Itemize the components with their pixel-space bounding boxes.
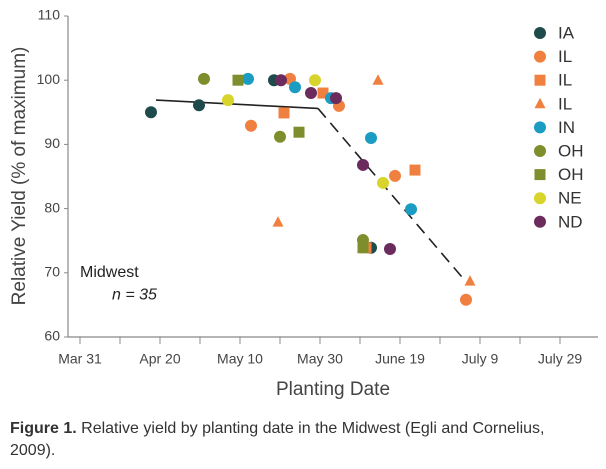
- square-marker: [317, 87, 329, 99]
- triangle-marker: [372, 74, 384, 85]
- legend-label: IL: [558, 47, 572, 66]
- x-tick-label: Apr 20: [139, 351, 180, 367]
- y-axis-title: Relative Yield (% of maximum): [9, 47, 30, 306]
- y-tick-label: 100: [37, 71, 61, 87]
- circle-marker: [193, 99, 205, 112]
- square-marker: [534, 169, 546, 181]
- legend-label: IL: [558, 94, 572, 113]
- legend-label: NE: [558, 189, 582, 208]
- y-tick-label: 90: [44, 135, 60, 151]
- circle-marker: [405, 203, 417, 216]
- x-tick-label: Mar 31: [58, 351, 102, 367]
- y-tick-label: 70: [44, 264, 60, 280]
- chart: Planting Date Relative Yield (% of maxim…: [9, 7, 598, 400]
- legend-label: IA: [558, 23, 575, 42]
- x-tick-label: June 19: [375, 351, 425, 367]
- trend-line-dashed: [317, 107, 467, 283]
- square-marker: [232, 74, 244, 86]
- circle-marker: [534, 50, 546, 63]
- triangle-marker: [534, 97, 546, 109]
- caption-text: Relative yield by planting date in the M…: [10, 420, 545, 459]
- caption-label: Figure 1.: [10, 420, 77, 437]
- triangle-marker: [464, 275, 476, 286]
- circle-marker: [534, 192, 546, 205]
- circle-marker: [305, 87, 317, 100]
- triangle-marker: [272, 216, 284, 227]
- circle-marker: [460, 293, 472, 306]
- circle-marker: [357, 158, 369, 171]
- circle-marker: [145, 106, 157, 119]
- legend-label: IL: [558, 71, 572, 90]
- legend-label: IN: [558, 118, 575, 137]
- x-tick-label: July 9: [462, 351, 499, 367]
- circle-marker: [275, 74, 287, 87]
- circle-marker: [377, 176, 389, 189]
- circle-marker: [384, 243, 396, 256]
- annotation: Midwest: [80, 264, 139, 281]
- square-marker: [357, 242, 369, 254]
- circle-marker: [274, 130, 286, 143]
- y-tick-label: 110: [38, 7, 61, 23]
- legend-label: ND: [558, 212, 583, 231]
- annotation: n = 35: [112, 286, 157, 303]
- caption: Figure 1. Relative yield by planting dat…: [10, 418, 570, 462]
- circle-marker: [289, 81, 301, 94]
- y-tick-label: 60: [44, 328, 60, 344]
- square-marker: [278, 107, 290, 119]
- circle-marker: [534, 145, 546, 157]
- x-tick-label: May 10: [217, 351, 263, 367]
- circle-marker: [222, 94, 234, 107]
- square-marker: [409, 164, 421, 176]
- x-axis-title: Planting Date: [276, 379, 390, 400]
- circle-marker: [245, 119, 257, 132]
- circle-marker: [198, 72, 210, 85]
- circle-marker: [534, 121, 546, 134]
- legend-label: OH: [558, 141, 584, 160]
- square-marker: [293, 126, 305, 138]
- circle-marker: [534, 27, 546, 39]
- square-marker: [534, 74, 546, 86]
- y-tick-label: 80: [44, 199, 60, 215]
- trend-line-solid: [155, 99, 319, 110]
- circle-marker: [309, 74, 321, 87]
- circle-marker: [242, 72, 254, 85]
- x-tick-label: July 29: [538, 351, 583, 367]
- x-tick-label: May 30: [297, 351, 343, 367]
- circle-marker: [330, 92, 342, 105]
- legend-label: OH: [558, 165, 584, 184]
- circle-marker: [389, 169, 401, 182]
- circle-marker: [534, 215, 546, 228]
- circle-marker: [365, 131, 377, 144]
